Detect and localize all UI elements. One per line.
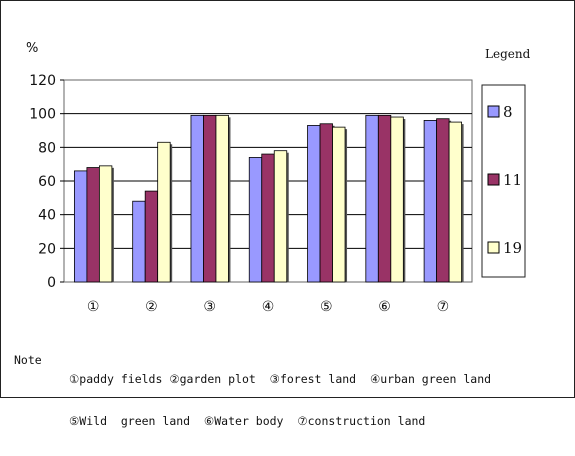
note-label: Note [14,353,42,367]
bar-3-series-11 [203,114,217,283]
bars [73,114,464,283]
x-category-label-6: ⑥ [378,299,391,315]
bar-2-series-19 [157,141,171,283]
x-category-label-7: ⑦ [437,299,450,315]
bar-1-series-19 [98,165,113,283]
bar-6-series-19 [390,116,404,283]
bar-5-series-19 [332,126,346,283]
note-line-2: ⑤Wild green land ⑥Water body ⑦constructi… [69,414,426,428]
bar-6-series-11 [377,114,392,283]
x-category-label-5: ⑤ [320,299,333,315]
bar-5-series-11 [319,123,333,283]
legend-label-11: 11 [503,171,522,189]
y-tick-label-80: 80 [38,140,56,156]
legend-label-8: 8 [503,103,513,121]
y-axis: 0 20 40 60 80 100 120 [29,73,64,291]
bar-5-series-8 [307,125,321,283]
bar-2-series-11 [144,190,159,283]
y-tick-label-40: 40 [38,208,56,224]
legend-label-19: 19 [503,239,522,257]
y-tick-label-60: 60 [38,174,56,190]
x-axis-labels: ① ② ③ ④ ⑤ ⑥ ⑦ [87,299,449,315]
bar-4-series-11 [261,153,275,283]
bar-4-series-19 [273,150,288,283]
bar-7-series-8 [423,120,438,283]
x-category-label-1: ① [87,299,100,315]
y-axis-label: % [26,41,38,56]
x-category-label-4: ④ [262,299,275,315]
bar-chart: 0 20 40 60 80 100 120 ① ② ③ ④ ⑤ ⑥ ⑦ % Legend 8 11 19 [26,41,531,315]
bar-6-series-8 [365,114,379,283]
bar-2-series-8 [132,200,146,283]
legend-swatch-8 [487,105,500,118]
bar-1-series-8 [73,170,88,283]
bar-1-series-11 [86,167,100,283]
x-category-label-3: ③ [203,299,216,315]
note-lines: ①paddy fields ②garden plot ③forest land … [69,344,491,456]
note-line-1: ①paddy fields ②garden plot ③forest land … [69,372,492,386]
x-category-label-2: ② [145,299,158,315]
bar-3-series-8 [190,114,204,283]
legend-swatch-19 [487,241,500,254]
y-tick-label-100: 100 [29,107,56,123]
bar-7-series-11 [436,118,450,283]
legend: 8 11 19 [487,103,522,257]
bar-3-series-19 [215,114,229,283]
y-tick-label-0: 0 [47,275,56,291]
y-tick-label-20: 20 [38,241,56,257]
y-tick-label-120: 120 [29,73,56,89]
legend-title: Legend [485,47,531,61]
bar-7-series-19 [448,121,463,283]
legend-swatch-11 [487,173,500,186]
bar-4-series-8 [248,157,263,283]
